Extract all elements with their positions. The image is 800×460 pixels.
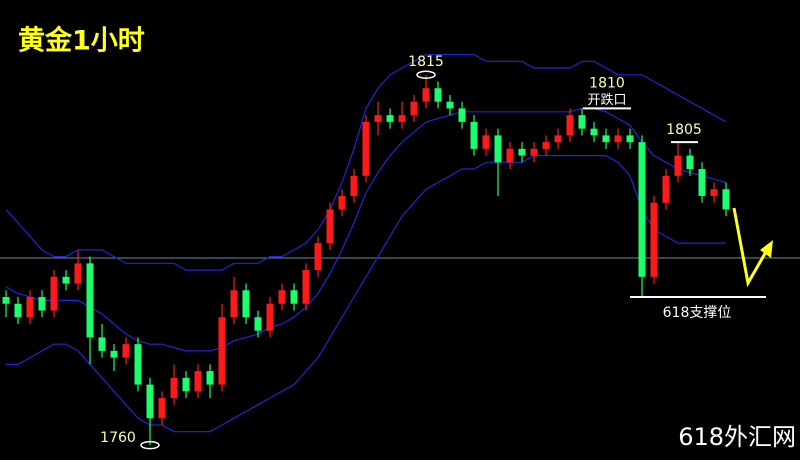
annotation-label: 1810 [589, 75, 625, 91]
candle-body [626, 135, 634, 143]
candle-body [674, 155, 682, 176]
candle-body [518, 148, 526, 156]
annotation-label: 1805 [666, 122, 702, 138]
annotation-label: 1815 [408, 54, 444, 70]
candle-body [482, 135, 490, 149]
candle-body [338, 195, 346, 210]
candle-body [470, 121, 478, 149]
candle-body [290, 290, 298, 304]
candle-body [170, 377, 178, 399]
candle-body [326, 209, 334, 244]
title: 黄金1小时 [18, 25, 145, 57]
candle-body [182, 377, 190, 392]
candle-body [710, 189, 718, 196]
candle-body [386, 115, 394, 122]
candle-body [542, 142, 550, 149]
candle-body [2, 297, 10, 304]
low-marker [140, 440, 160, 450]
candle-body [98, 337, 106, 351]
candle-body [590, 128, 598, 136]
annotation-note: 开跌口 [587, 92, 626, 108]
candle-body [38, 297, 46, 311]
candle-body [494, 135, 502, 163]
candle-body [662, 175, 670, 203]
candle-body [446, 101, 454, 109]
candle-body [242, 290, 250, 318]
candle-body [362, 121, 370, 176]
annotation-label: 1760 [100, 430, 136, 446]
candle-body [26, 297, 34, 318]
candle-body [410, 101, 418, 116]
candle-body [578, 115, 586, 129]
candle-body [302, 270, 310, 304]
forecast-arrow [732, 207, 769, 288]
candle-body [62, 276, 70, 284]
candle-body [146, 384, 154, 419]
candle-body [50, 276, 58, 311]
candle-body [110, 350, 118, 358]
candle-body [506, 148, 514, 163]
candle-body [554, 135, 562, 143]
candle-body [266, 303, 274, 331]
candle-body [398, 115, 406, 122]
candle-body [458, 108, 466, 122]
candle-body [374, 115, 382, 122]
candle-body [158, 398, 166, 419]
annotation-note: 618支撑位 [663, 305, 732, 321]
candle-body [254, 317, 262, 331]
candle-body [14, 303, 22, 318]
candle-body [86, 263, 94, 338]
candle-body [434, 88, 442, 102]
candle-body [602, 135, 610, 143]
candle-body [566, 115, 574, 136]
candle-body [698, 169, 706, 196]
candle-body [686, 155, 694, 170]
candle-body [530, 148, 538, 156]
candle-body [278, 290, 286, 304]
high-marker [416, 70, 436, 80]
arrow-head [760, 240, 773, 258]
candle-body [230, 290, 238, 318]
band-line [5, 107, 727, 352]
watermark: 618外汇网 [678, 423, 796, 451]
candle-body [614, 135, 622, 143]
candle-body [206, 371, 214, 385]
band-line [5, 53, 727, 271]
candle-body [422, 88, 430, 102]
candle-body [638, 142, 646, 277]
band-line [6, 155, 726, 433]
candle-body [218, 317, 226, 385]
candle-body [314, 243, 322, 271]
candle-body [350, 175, 358, 196]
candle-body [194, 371, 202, 392]
candle-body [650, 202, 658, 277]
candle-body [134, 344, 142, 385]
candle-body [722, 189, 730, 210]
candle-body [74, 263, 82, 284]
candle-body [122, 344, 130, 358]
